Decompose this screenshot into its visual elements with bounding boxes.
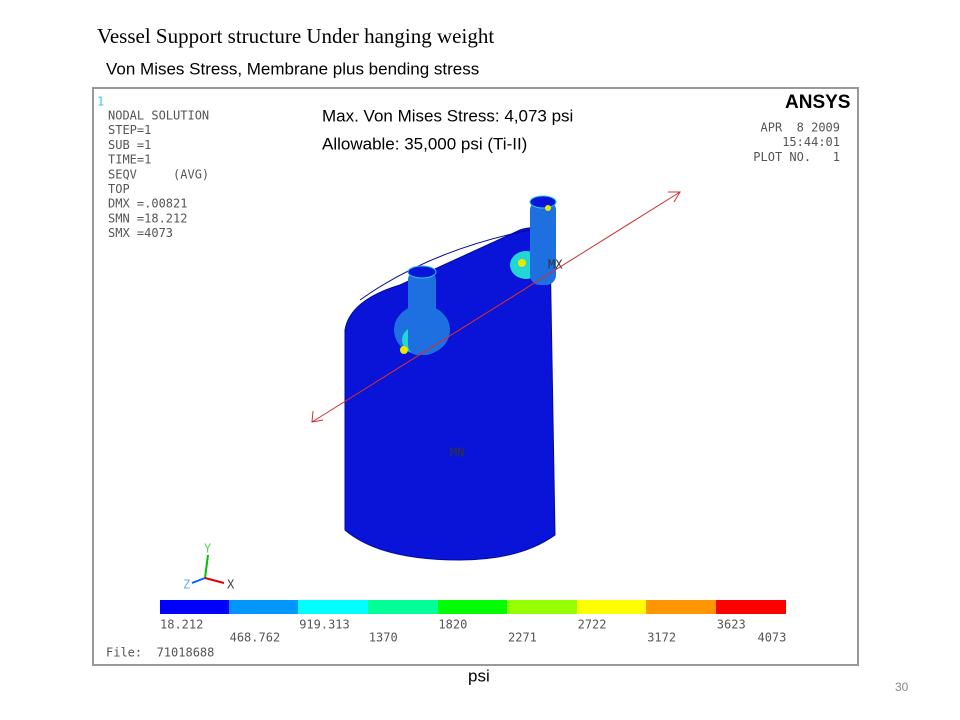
info-line: NODAL SOLUTION: [108, 109, 209, 123]
vessel-model: MX MN: [344, 195, 563, 561]
info-line: TOP: [108, 182, 130, 196]
axis-label: Y: [204, 542, 212, 556]
page-number: 30: [895, 680, 909, 694]
legend-label: 919.313: [299, 618, 350, 632]
legend-label: 2722: [578, 618, 607, 632]
axis-label: Z: [183, 578, 190, 592]
slide-title: Vessel Support structure Under hanging w…: [97, 24, 494, 48]
legend-label: 2271: [508, 631, 537, 645]
legend-label: 3623: [717, 618, 746, 632]
min-marker: MN: [450, 446, 464, 460]
date-line: 15:44:01: [782, 135, 840, 149]
legend-label: 4073: [757, 631, 786, 645]
date-line: APR 8 2009: [761, 121, 840, 135]
file-label: File: 71018688: [106, 646, 214, 660]
info-line: STEP=1: [108, 123, 151, 137]
legend-bar: [160, 600, 786, 614]
max-marker: MX: [548, 258, 563, 272]
arrow-line: [311, 191, 681, 423]
legend-label: 3172: [647, 631, 676, 645]
legend-label: 468.762: [230, 631, 281, 645]
unit-label: psi: [468, 666, 490, 685]
legend-label: 18.212: [160, 618, 203, 632]
window-number: 1: [97, 95, 104, 109]
info-line: DMX =.00821: [108, 197, 187, 211]
info-line: SMN =18.212: [108, 211, 187, 225]
info-line: SEQV (AVG): [108, 167, 209, 181]
info-line: TIME=1: [108, 153, 151, 167]
info-line: SUB =1: [108, 138, 151, 152]
date-line: PLOT NO. 1: [753, 150, 840, 164]
axis-triad: Y Z X: [183, 542, 235, 592]
legend-label: 1820: [438, 618, 467, 632]
annotation: Max. Von Mises Stress: 4,073 psi: [322, 106, 573, 125]
logo: ANSYS: [785, 92, 850, 113]
info-line: SMX =4073: [108, 226, 173, 240]
axis-label: X: [227, 578, 235, 592]
legend-label: 1370: [369, 631, 398, 645]
slide-subtitle: Von Mises Stress, Membrane plus bending …: [106, 59, 479, 78]
annotation: Allowable: 35,000 psi (Ti-II): [322, 134, 527, 153]
